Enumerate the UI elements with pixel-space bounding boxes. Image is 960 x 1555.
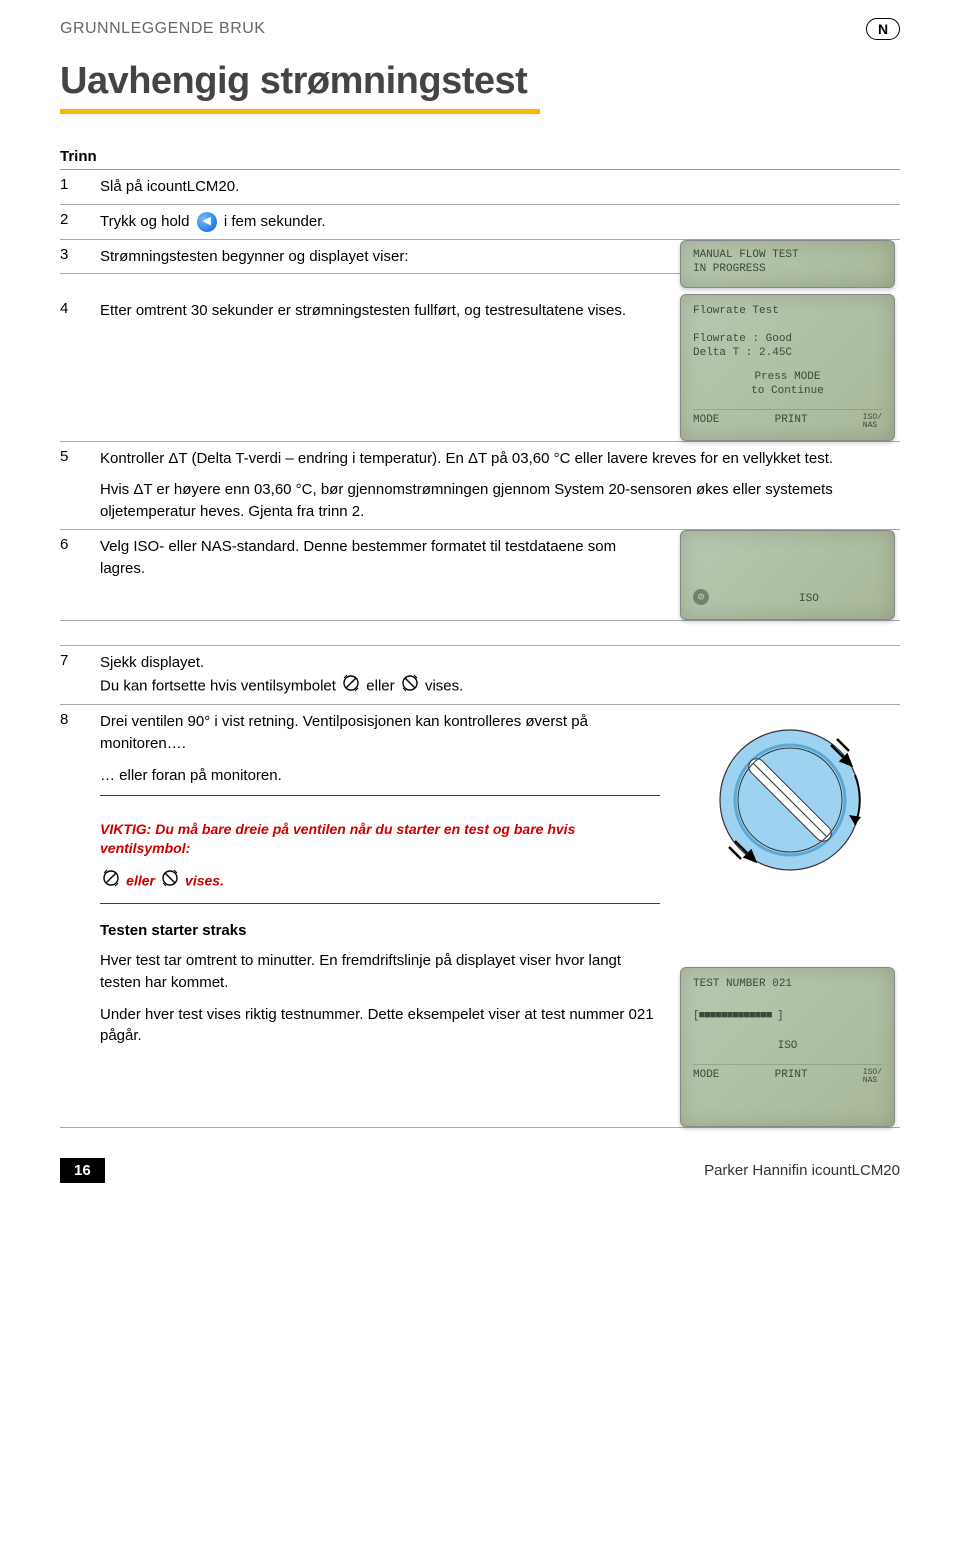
lcd-line: Flowrate : Good	[693, 333, 882, 345]
step-num: 8	[60, 711, 100, 728]
step-text: Sjekk displayet. Du kan fortsette hvis v…	[100, 652, 900, 699]
warn-eller: eller	[126, 872, 159, 888]
step-text: Etter omtrent 30 sekunder er strømningst…	[100, 300, 680, 322]
step-row: 1 Slå på icountLCM20.	[60, 170, 900, 205]
valve-symbol-b-icon	[401, 674, 419, 699]
prohibit-icon: ⊘	[693, 589, 709, 605]
lcd-print-label: PRINT	[775, 1069, 808, 1085]
step-p2c: vises.	[425, 677, 463, 694]
step-p2: Hvis ΔT er høyere enn 03,60 °C, bør gjen…	[100, 479, 880, 523]
lcd-line: TEST NUMBER 021	[693, 978, 882, 990]
lcd-iso-label: ISO	[799, 593, 819, 605]
step-num: 6	[60, 536, 100, 553]
step-p2: … eller foran på monitoren.	[100, 765, 660, 787]
step-text: Strømningstesten begynner og displayet v…	[100, 246, 680, 268]
valve-diagram-icon	[705, 715, 875, 885]
step-row: 2 Trykk og hold ◀ i fem sekunder.	[60, 205, 900, 240]
page-number: 16	[60, 1158, 105, 1183]
lcd-isonas-label: ISO/NAS	[863, 1069, 882, 1085]
step-num: 5	[60, 448, 100, 465]
page-title: Uavhengig strømningstest	[60, 60, 900, 103]
valve-symbol-a-icon	[342, 674, 360, 699]
step-text: Slå på icountLCM20.	[100, 176, 900, 198]
step-text-pre: Trykk og hold	[100, 213, 194, 230]
warn-vises: vises.	[185, 872, 224, 888]
lcd-flowrate: Flowrate Test Flowrate : Good Delta T : …	[680, 294, 895, 441]
steps-header: Trinn	[60, 144, 900, 170]
left-arrow-button-icon: ◀	[197, 212, 217, 232]
step-num: 4	[60, 300, 100, 317]
lcd-isonas-label: ISO/NAS	[863, 414, 882, 430]
valve-symbol-b-icon	[161, 869, 179, 894]
step-row: 8 Drei ventilen 90° i vist retning. Vent…	[60, 705, 680, 1053]
step-row: 3 Strømningstesten begynner og displayet…	[60, 240, 680, 275]
lcd-test-number: TEST NUMBER 021 [■■■■■■■■■■■■■ ] ISO MOD…	[680, 967, 895, 1127]
step-p4: Under hver test vises riktig testnummer.…	[100, 1004, 660, 1048]
lcd-manual-flow: MANUAL FLOW TEST IN PROGRESS	[680, 240, 895, 288]
footer-text: Parker Hannifin icountLCM20	[704, 1162, 900, 1179]
step-row: 6 Velg ISO- eller NAS-standard. Denne be…	[60, 530, 680, 586]
step-row: 7 Sjekk displayet. Du kan fortsette hvis…	[60, 645, 900, 706]
lcd-line: IN PROGRESS	[693, 263, 882, 275]
language-badge: N	[866, 18, 900, 40]
lcd-line: Delta T : 2.45C	[693, 347, 882, 359]
lcd-iso: ⊘ ISO	[680, 530, 895, 620]
step-text-post: i fem sekunder.	[224, 213, 326, 230]
lcd-mode-label: MODE	[693, 414, 719, 430]
step-num: 7	[60, 652, 100, 669]
step-p1: Kontroller ΔT (Delta T-verdi – endring i…	[100, 448, 880, 470]
lcd-line: to Continue	[693, 385, 882, 397]
test-starts-heading: Testen starter straks	[100, 920, 660, 942]
step-num: 1	[60, 176, 100, 193]
lcd-iso-label: ISO	[693, 1040, 882, 1052]
step-p2b: eller	[366, 677, 399, 694]
step-num: 2	[60, 211, 100, 228]
lcd-mode-label: MODE	[693, 1069, 719, 1085]
step-num: 3	[60, 246, 100, 263]
section-label: GRUNNLEGGENDE BRUK	[60, 20, 265, 38]
step-row: 5 Kontroller ΔT (Delta T-verdi – endring…	[60, 442, 900, 530]
lcd-line: Press MODE	[693, 371, 882, 383]
lcd-line: Flowrate Test	[693, 305, 882, 317]
warning-text: VIKTIG: Du må bare dreie på ventilen når…	[100, 820, 660, 859]
lcd-footer: MODE PRINT ISO/NAS	[693, 1064, 882, 1085]
lcd-line: MANUAL FLOW TEST	[693, 249, 882, 261]
lcd-progress: [■■■■■■■■■■■■■ ]	[693, 1010, 882, 1022]
step-text: Velg ISO- eller NAS-standard. Denne best…	[100, 536, 680, 580]
step-p2a: Du kan fortsette hvis ventilsymbolet	[100, 677, 340, 694]
lcd-print-label: PRINT	[775, 414, 808, 430]
valve-symbol-a-icon	[102, 869, 120, 894]
step-p1: Sjekk displayet.	[100, 652, 880, 674]
step-row: 4 Etter omtrent 30 sekunder er strømning…	[60, 294, 680, 328]
step-text: Trykk og hold ◀ i fem sekunder.	[100, 211, 900, 233]
step-text: Kontroller ΔT (Delta T-verdi – endring i…	[100, 448, 900, 523]
step-text: Drei ventilen 90° i vist retning. Ventil…	[100, 711, 680, 1047]
lcd-footer: MODE PRINT ISO/NAS	[693, 409, 882, 430]
step-p3: Hver test tar omtrent to minutter. En fr…	[100, 950, 660, 994]
step-p1: Drei ventilen 90° i vist retning. Ventil…	[100, 711, 660, 755]
